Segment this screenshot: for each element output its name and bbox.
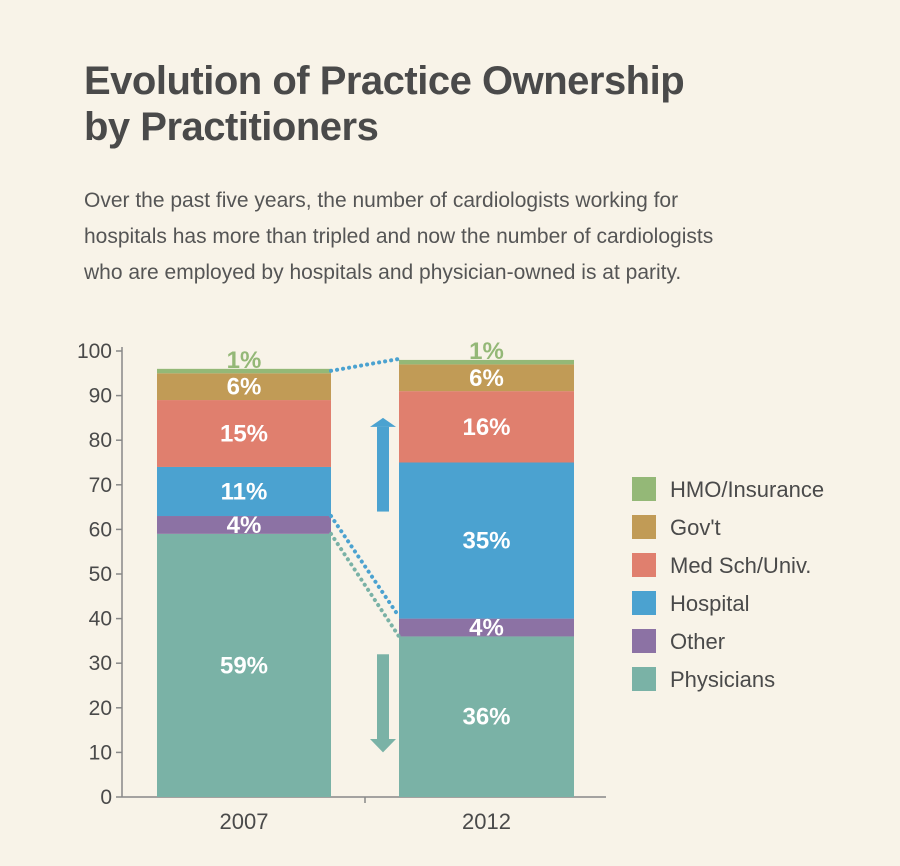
up-arrow-head — [370, 417, 396, 427]
legend-label-gov-t: Gov't — [670, 515, 721, 540]
data-label-hmo-insurance-2007: 1% — [227, 347, 262, 374]
connector-top-line — [329, 356, 401, 373]
bar-gov-t-2012 — [399, 364, 574, 392]
chart-subtitle-line-3: who are employed by hospitals and physic… — [84, 261, 682, 284]
legend-label-physicians: Physicians — [670, 667, 775, 692]
bar-med-sch-univ-2012 — [399, 391, 574, 463]
data-label-hospital-2007: 11% — [221, 478, 268, 505]
data-label-gov-t-2012: 6% — [469, 365, 504, 392]
bar-other-2007 — [157, 516, 331, 534]
connector-physicians-line — [329, 531, 401, 639]
y-tick-label-50: 50 — [89, 563, 112, 586]
data-label-med-sch-univ-2012: 16% — [462, 414, 510, 441]
legend-swatch-hospital — [632, 591, 656, 615]
data-label-hmo-insurance-2012: 1% — [469, 338, 504, 365]
x-tick-label-2007: 2007 — [220, 809, 269, 834]
chart-subtitle: Over the past five years, the number of … — [84, 183, 784, 291]
chart-title: Evolution of Practice Ownership by Pract… — [84, 58, 804, 150]
bar-physicians-2007 — [157, 533, 331, 797]
bar-physicians-2012 — [399, 636, 574, 797]
data-label-other-2012: 4% — [469, 615, 504, 642]
y-tick-label-100: 100 — [77, 340, 112, 363]
data-label-physicians-2012: 36% — [462, 704, 510, 731]
legend-swatch-med-sch-univ — [632, 553, 656, 577]
legend-label-other: Other — [670, 629, 725, 654]
down-arrow-shaft — [377, 654, 389, 740]
y-tick-label-10: 10 — [89, 741, 112, 764]
legend-swatch-physicians — [632, 667, 656, 691]
legend-label-hmo-insurance: HMO/Insurance — [670, 477, 824, 502]
legend-swatch-other — [632, 629, 656, 653]
data-label-physicians-2007: 59% — [220, 652, 268, 679]
bar-gov-t-2007 — [157, 373, 331, 401]
y-tick-label-60: 60 — [89, 518, 112, 541]
y-tick-label-80: 80 — [89, 429, 112, 452]
bar-other-2012 — [399, 618, 574, 637]
bar-med-sch-univ-2007 — [157, 400, 331, 467]
data-label-med-sch-univ-2007: 15% — [220, 421, 268, 448]
connector-hospital-line — [329, 514, 401, 619]
y-tick-label-70: 70 — [89, 474, 112, 497]
y-tick-label-40: 40 — [89, 608, 112, 631]
bar-hmo-insurance-2007 — [157, 368, 331, 374]
bar-hospital-2012 — [399, 462, 574, 619]
data-label-gov-t-2007: 6% — [227, 374, 262, 401]
legend-label-med-sch-univ: Med Sch/Univ. — [670, 553, 811, 578]
y-tick-label-0: 0 — [100, 786, 112, 809]
legend-label-hospital: Hospital — [670, 591, 749, 616]
chart-title-line-1: Evolution of Practice Ownership — [84, 59, 685, 103]
y-tick-label-90: 90 — [89, 385, 112, 408]
data-label-hospital-2012: 35% — [462, 528, 510, 555]
bar-hmo-insurance-2012 — [399, 359, 574, 365]
bar-hospital-2007 — [157, 466, 331, 517]
y-tick-label-30: 30 — [89, 652, 112, 675]
legend-swatch-hmo-insurance — [632, 477, 656, 501]
x-tick-label-2012: 2012 — [462, 809, 511, 834]
data-label-other-2007: 4% — [227, 512, 262, 539]
legend-swatch-gov-t — [632, 515, 656, 539]
chart-subtitle-line-1: Over the past five years, the number of … — [84, 189, 679, 212]
chart-subtitle-line-2: hospitals has more than tripled and now … — [84, 225, 714, 248]
down-arrow-head — [370, 739, 396, 753]
chart-title-line-2: by Practitioners — [84, 105, 379, 149]
up-arrow-shaft — [377, 426, 389, 512]
y-tick-label-20: 20 — [89, 697, 112, 720]
